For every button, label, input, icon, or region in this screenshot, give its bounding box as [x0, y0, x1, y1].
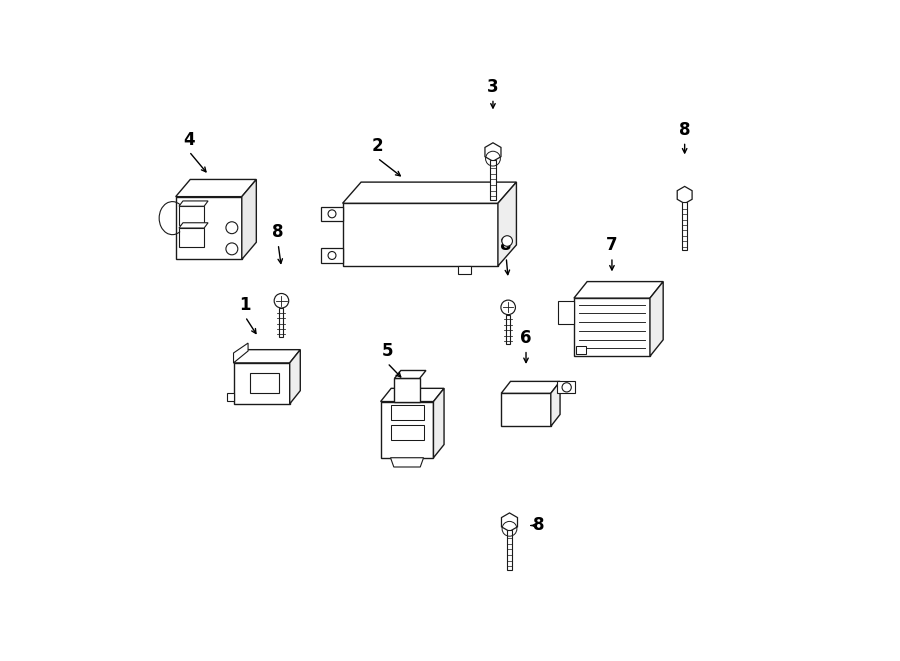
Text: 8: 8 — [273, 223, 284, 241]
Polygon shape — [250, 373, 280, 393]
Polygon shape — [501, 393, 551, 426]
Circle shape — [274, 293, 289, 308]
Polygon shape — [179, 228, 204, 247]
Polygon shape — [391, 457, 424, 467]
Text: 8: 8 — [534, 516, 545, 535]
Text: 2: 2 — [372, 137, 383, 155]
Circle shape — [328, 251, 336, 259]
Circle shape — [562, 383, 572, 392]
Polygon shape — [557, 381, 575, 393]
Text: 4: 4 — [183, 131, 194, 149]
Polygon shape — [176, 197, 242, 259]
Polygon shape — [233, 343, 248, 363]
Polygon shape — [321, 206, 343, 221]
Polygon shape — [391, 405, 424, 420]
Polygon shape — [343, 182, 517, 204]
Polygon shape — [179, 223, 208, 228]
Text: 8: 8 — [500, 237, 512, 254]
Polygon shape — [381, 401, 434, 457]
Polygon shape — [321, 248, 343, 262]
Polygon shape — [176, 179, 256, 197]
Circle shape — [226, 243, 238, 254]
Polygon shape — [458, 266, 472, 274]
Polygon shape — [233, 363, 290, 404]
Text: 1: 1 — [239, 296, 251, 314]
Polygon shape — [682, 202, 688, 250]
Circle shape — [328, 210, 336, 218]
Polygon shape — [498, 182, 517, 266]
Text: 3: 3 — [487, 78, 499, 96]
Polygon shape — [576, 346, 586, 354]
Polygon shape — [381, 389, 444, 401]
Circle shape — [226, 221, 238, 233]
Polygon shape — [394, 378, 419, 401]
Circle shape — [502, 236, 512, 247]
Polygon shape — [501, 381, 560, 393]
Polygon shape — [551, 381, 560, 426]
Polygon shape — [179, 201, 208, 206]
Polygon shape — [233, 350, 301, 363]
Polygon shape — [507, 530, 512, 570]
Polygon shape — [227, 393, 233, 401]
Polygon shape — [485, 143, 501, 161]
Polygon shape — [179, 206, 204, 225]
Polygon shape — [394, 370, 426, 378]
Polygon shape — [558, 301, 574, 324]
Polygon shape — [290, 350, 301, 404]
Text: 6: 6 — [520, 329, 532, 347]
Polygon shape — [506, 315, 510, 344]
Polygon shape — [650, 282, 663, 356]
Polygon shape — [491, 160, 496, 200]
Polygon shape — [343, 204, 498, 266]
Circle shape — [501, 300, 516, 315]
Text: 7: 7 — [606, 237, 617, 254]
Text: 5: 5 — [382, 342, 393, 360]
Polygon shape — [434, 389, 444, 457]
Polygon shape — [574, 282, 663, 298]
Text: 8: 8 — [679, 121, 690, 139]
Polygon shape — [391, 425, 424, 440]
Polygon shape — [501, 513, 518, 531]
Polygon shape — [574, 298, 650, 356]
Polygon shape — [280, 308, 284, 337]
Polygon shape — [242, 179, 256, 259]
Polygon shape — [677, 186, 692, 204]
